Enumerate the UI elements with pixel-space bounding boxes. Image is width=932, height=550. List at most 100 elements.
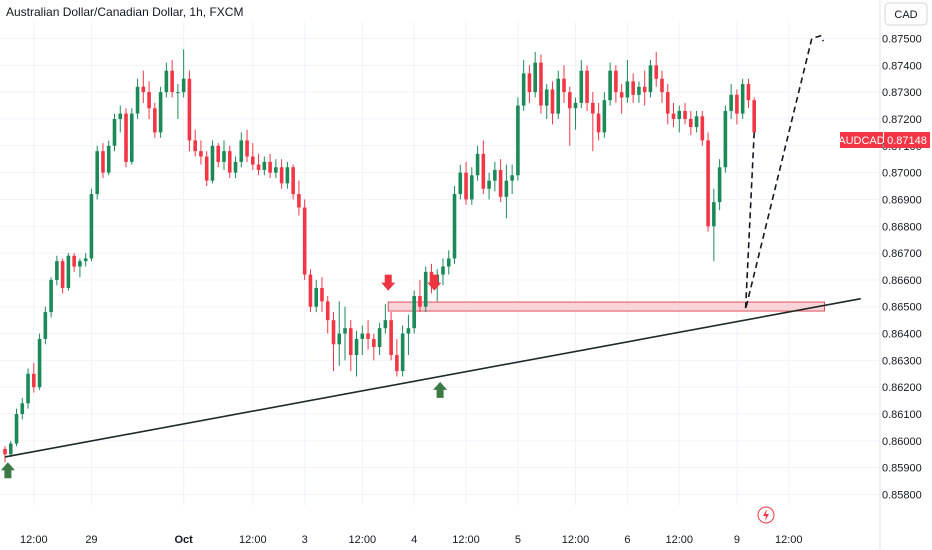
x-tick-label: 6 [624, 534, 630, 546]
candle-body [26, 373, 30, 404]
candle-body [337, 333, 342, 345]
candle-body [464, 172, 468, 200]
x-tick-label: 3 [302, 534, 308, 546]
candle-body [596, 113, 601, 133]
candle-body [446, 258, 451, 267]
candle-body [406, 328, 411, 334]
candle-body [389, 320, 393, 356]
candle-body [377, 328, 382, 347]
candle-body [187, 78, 192, 141]
candle-body [706, 140, 710, 227]
y-tick-label: 0.86300 [882, 355, 922, 367]
candle-body [222, 151, 226, 162]
x-tick-label: 12:00 [349, 534, 377, 546]
candle-body [625, 81, 630, 98]
candle-body [677, 110, 682, 119]
candle-body [279, 167, 284, 184]
candle-body [297, 194, 301, 208]
candlestick-series [3, 49, 756, 463]
candle-body [688, 118, 693, 128]
candle-body [95, 151, 100, 195]
candle-body [533, 62, 537, 93]
y-tick-label: 0.86400 [882, 329, 922, 341]
candle-body [550, 89, 555, 114]
y-tick-label: 0.85800 [882, 490, 922, 502]
candle-body [239, 140, 244, 162]
candle-body [637, 86, 641, 95]
candle-body [614, 70, 618, 93]
candle-body [671, 113, 676, 119]
candle-body [631, 81, 635, 95]
red-down-arrow-icon [381, 274, 396, 291]
drawing-lines [4, 34, 861, 458]
x-tick-label: 29 [85, 534, 97, 546]
candle-body [354, 338, 359, 356]
candle-body [233, 161, 238, 173]
candle-body [302, 207, 307, 275]
lightning-icon[interactable] [757, 506, 775, 524]
support-trendline [4, 297, 861, 458]
candle-body [49, 279, 53, 313]
x-tick-label: 12:00 [20, 534, 48, 546]
candle-body [441, 266, 445, 275]
x-tick-label: 12:00 [775, 534, 803, 546]
candle-body [32, 373, 36, 388]
y-tick-label: 0.86200 [882, 382, 922, 394]
x-tick-label: 5 [515, 534, 521, 546]
green-up-arrow-icon [0, 462, 15, 479]
candle-body [158, 92, 163, 133]
x-axis: 12:00 29 Oct 12:00 3 12:00 4 12:00 5 12:00 6 12:00 9… [20, 534, 802, 546]
price-badge-symbol: AUDCAD [838, 135, 885, 147]
price-badge-value-bg [884, 132, 930, 148]
candle-body [729, 94, 733, 111]
candle-body [567, 92, 572, 109]
resistance-zone [387, 301, 825, 312]
candle-body [60, 261, 65, 288]
candle-body [78, 261, 82, 267]
candle-body [573, 102, 578, 109]
y-tick-label: 0.87400 [882, 60, 922, 72]
y-tick-label: 0.86100 [882, 409, 922, 421]
chart-title: Australian Dollar/Canadian Dollar, 1h, F… [6, 5, 243, 19]
y-tick-label: 0.85900 [882, 463, 922, 475]
candle-body [291, 167, 295, 195]
candle-body [89, 194, 94, 259]
candle-body [256, 164, 261, 170]
candle-body [348, 328, 353, 356]
candle-body [608, 70, 612, 101]
candle-body [153, 108, 157, 133]
candle-body [562, 78, 566, 93]
candle-body [423, 271, 428, 307]
x-tick-label: 12:00 [666, 534, 694, 546]
candle-body [210, 145, 215, 181]
candle-body [470, 175, 474, 200]
x-tick-label: 12:00 [452, 534, 480, 546]
y-tick-label: 0.86900 [882, 194, 922, 206]
candle-body [3, 448, 7, 455]
candle-body [481, 153, 486, 189]
candle-body [72, 255, 76, 267]
candle-body [654, 65, 659, 79]
x-tick-label: Oct [174, 534, 193, 546]
candle-body [320, 287, 324, 302]
currency-button[interactable]: CAD [884, 2, 928, 26]
x-tick-label: 4 [411, 534, 417, 546]
candle-body [199, 151, 203, 157]
candle-body [204, 156, 209, 181]
candle-body [648, 65, 653, 93]
candle-body [43, 312, 48, 339]
candle-body [83, 258, 88, 262]
candle-body [516, 105, 520, 176]
x-tick-label: 9 [734, 534, 740, 546]
candle-body [452, 194, 457, 259]
candle-body [418, 296, 422, 307]
candle-body [227, 151, 232, 173]
candle-body [717, 167, 722, 203]
candle-body [118, 113, 123, 119]
y-tick-label: 0.86800 [882, 221, 922, 233]
candle-body [308, 274, 313, 307]
candle-body [527, 73, 532, 93]
price-badge-value: 0.87148 [887, 135, 927, 147]
